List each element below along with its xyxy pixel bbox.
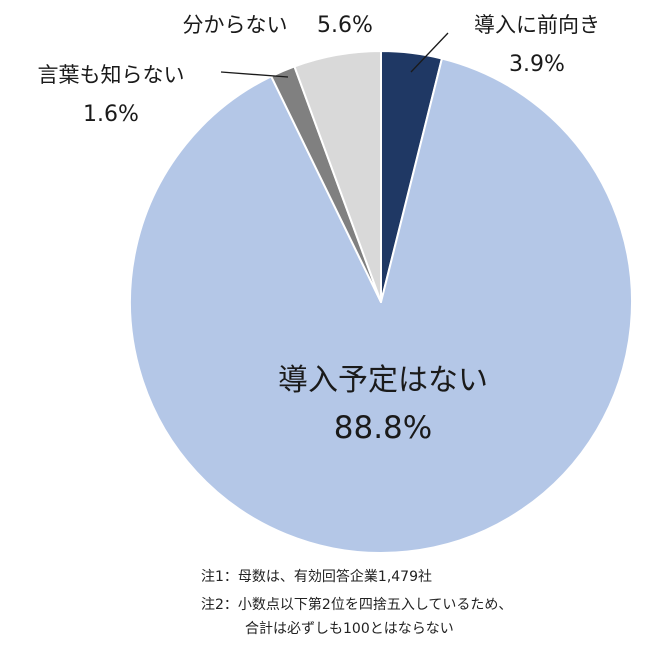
label-unaware-name: 言葉も知らない — [38, 63, 185, 87]
label-no-plan-name: 導入予定はない — [278, 363, 488, 398]
slice-no-plan — [129, 57, 633, 554]
label-positive-value: 3.9% — [509, 52, 565, 77]
leader-line-positive — [410, 32, 449, 73]
label-no-plan-value: 88.8% — [334, 410, 432, 446]
slice-unknown — [293, 50, 382, 303]
leader-line-unaware — [220, 71, 289, 78]
footnote-rounding-continued: 合計は必ずしも100とはならない — [245, 621, 454, 637]
label-positive-name: 導入に前向き — [474, 13, 600, 37]
label-unaware-value: 1.6% — [83, 102, 139, 127]
footnote-rounding: 注2：小数点以下第2位を四捨五入しているため、 — [201, 597, 513, 613]
label-unknown-value: 5.6% — [317, 13, 373, 38]
footnote-sample-size: 注1：母数は、有効回答企業1,479社 — [201, 569, 432, 585]
label-unknown-name: 分からない — [183, 13, 288, 37]
